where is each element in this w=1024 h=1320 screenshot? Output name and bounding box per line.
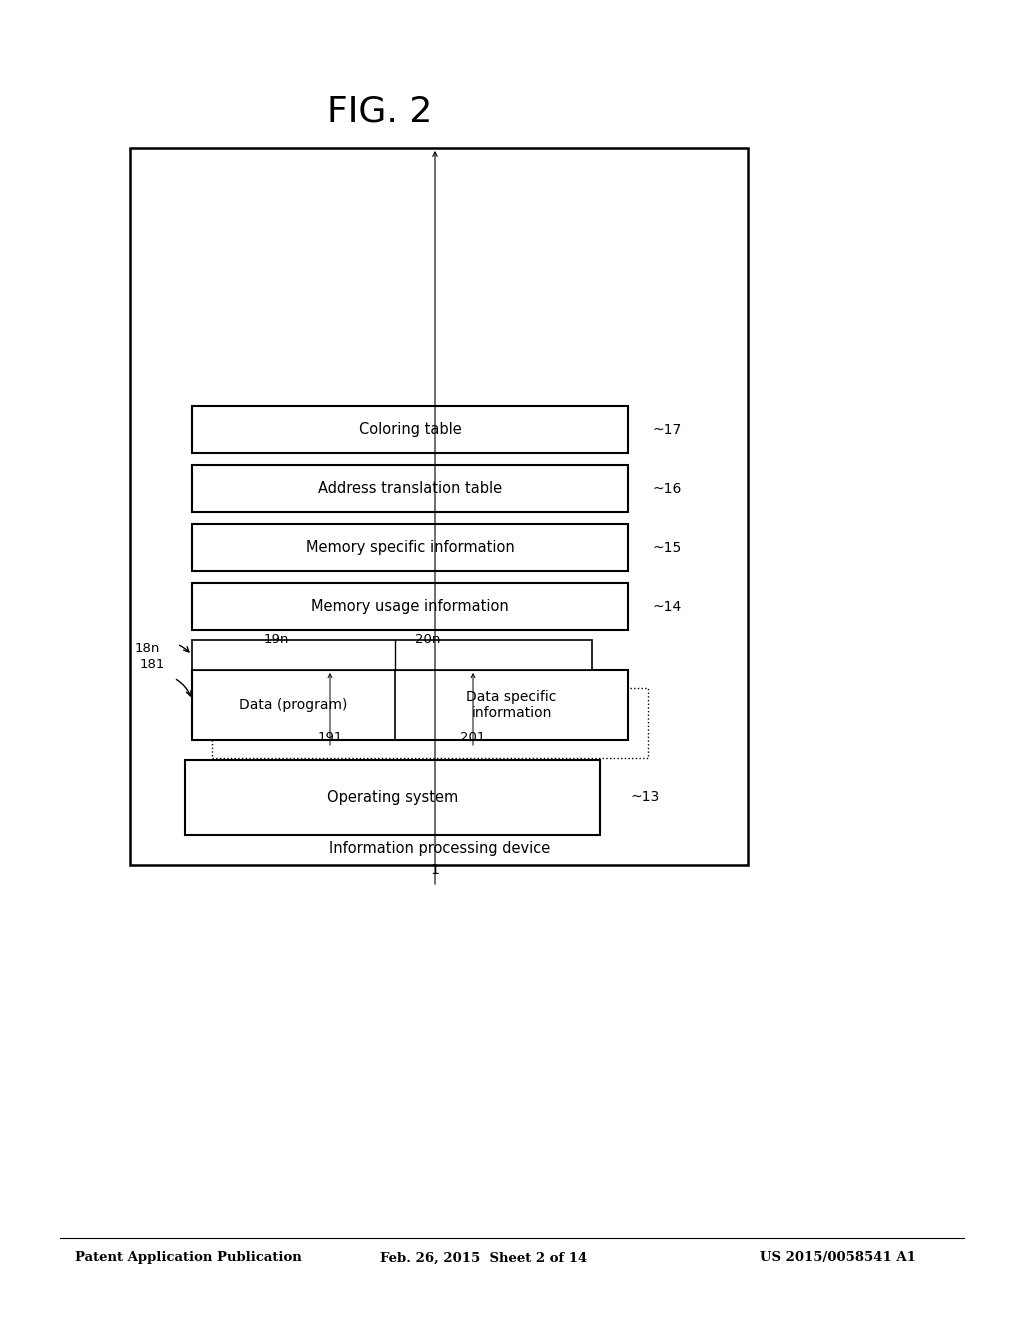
Text: ~13: ~13 [630, 789, 659, 804]
Text: Information processing device: Information processing device [330, 841, 551, 855]
Bar [185, 760, 600, 836]
Text: Operating system: Operating system [327, 789, 458, 805]
Text: 19n: 19n [263, 634, 289, 645]
Text: Patent Application Publication: Patent Application Publication [75, 1251, 302, 1265]
Bar [193, 524, 628, 572]
Bar [193, 640, 592, 671]
Text: 1: 1 [430, 863, 439, 876]
Text: Memory specific information: Memory specific information [305, 540, 514, 554]
Text: US 2015/0058541 A1: US 2015/0058541 A1 [760, 1251, 915, 1265]
Bar [193, 583, 628, 630]
Bar [193, 407, 628, 453]
Text: Feb. 26, 2015  Sheet 2 of 14: Feb. 26, 2015 Sheet 2 of 14 [380, 1251, 587, 1265]
Text: Coloring table: Coloring table [358, 422, 462, 437]
Text: ~14: ~14 [652, 601, 681, 614]
Text: 201: 201 [461, 731, 485, 744]
Text: 191: 191 [317, 731, 343, 744]
Text: 181: 181 [139, 659, 165, 672]
Bar [130, 148, 748, 865]
Text: Data (program): Data (program) [240, 698, 348, 711]
Text: FIG. 2: FIG. 2 [328, 95, 433, 129]
Text: Data specific
information: Data specific information [466, 690, 557, 721]
Text: ~16: ~16 [652, 482, 681, 496]
Text: 20n: 20n [416, 634, 440, 645]
Bar [212, 688, 648, 758]
Text: ~15: ~15 [652, 541, 681, 554]
Text: Address translation table: Address translation table [317, 480, 502, 496]
Bar [193, 671, 628, 741]
Text: ~17: ~17 [652, 422, 681, 437]
Bar [193, 465, 628, 512]
Text: Memory usage information: Memory usage information [311, 599, 509, 614]
Text: 18n: 18n [134, 643, 160, 656]
